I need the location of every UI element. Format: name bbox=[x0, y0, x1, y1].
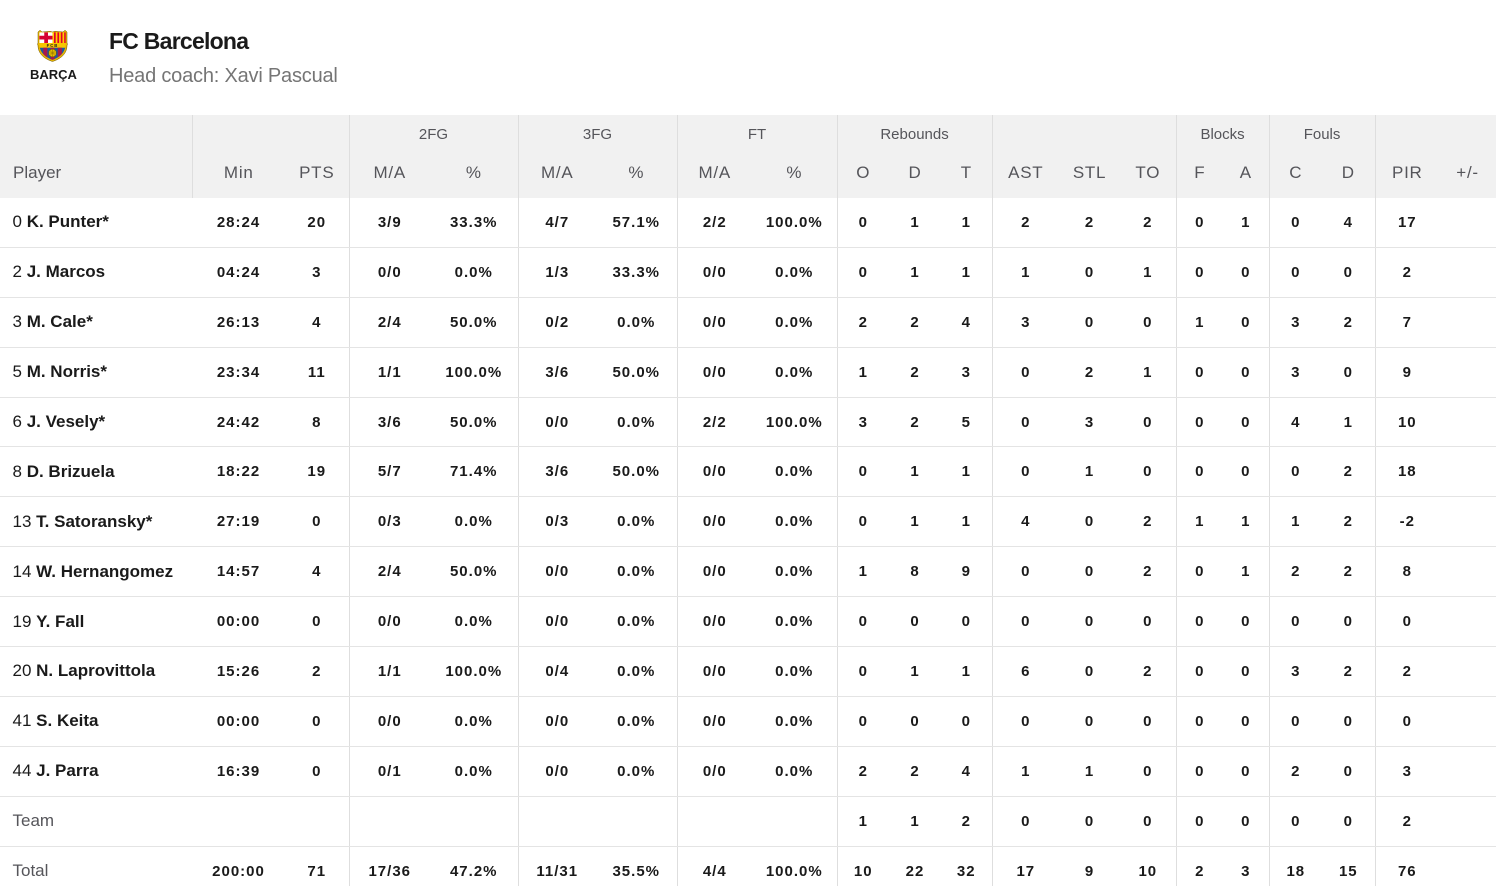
svg-text:FCB: FCB bbox=[47, 43, 59, 48]
